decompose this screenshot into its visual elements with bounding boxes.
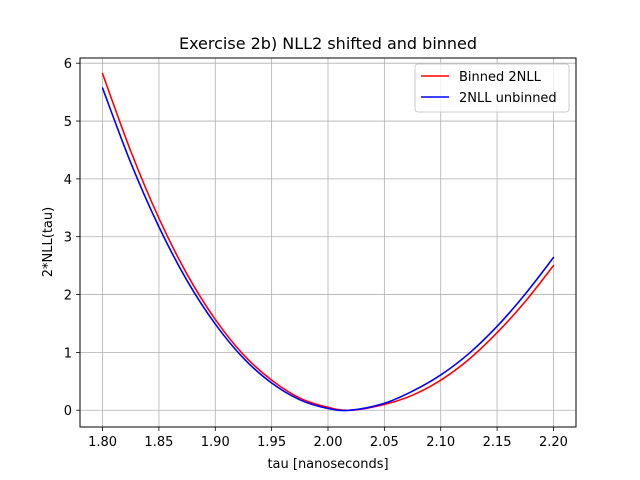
y-axis-label: 2*NLL(tau) [41,207,56,277]
y-tick-label: 1 [64,346,72,361]
legend-label-2nll-unbinned: 2NLL unbinned [459,91,557,106]
y-tick-label: 2 [64,289,72,304]
x-tick-label: 2.00 [314,435,343,450]
legend-box [414,63,570,113]
y-tick-label: 3 [64,231,72,246]
series-line-2nll-unbinned [101,87,555,412]
y-tick-label: 4 [64,173,72,188]
x-tick-label: 1.95 [257,435,286,450]
y-tick-label: 5 [64,115,72,130]
x-tick-label: 2.15 [483,435,512,450]
series-line-binned-2nll [101,72,555,412]
y-tick-label: 0 [64,404,72,419]
y-tick-label: 6 [64,57,72,72]
x-tick-label: 2.05 [370,435,399,450]
legend: Binned 2NLL 2NLL unbinned [414,63,570,113]
grid [80,58,576,427]
x-tick-label: 2.20 [539,435,568,450]
axis-ticks: 1.80 1.85 1.90 1.95 2.00 2.05 2.10 2.15 2.20 0 1 2 3… [64,57,568,450]
series-lines [101,72,555,412]
chart-title: Exercise 2b) NLL2 shifted and binned [179,34,477,53]
x-tick-label: 1.80 [88,435,117,450]
x-axis-label: tau [nanoseconds] [267,457,388,472]
x-tick-label: 1.85 [144,435,173,450]
x-tick-label: 2.10 [426,435,455,450]
legend-label-binned-2nll: Binned 2NLL [459,70,542,85]
x-tick-label: 1.90 [201,435,230,450]
